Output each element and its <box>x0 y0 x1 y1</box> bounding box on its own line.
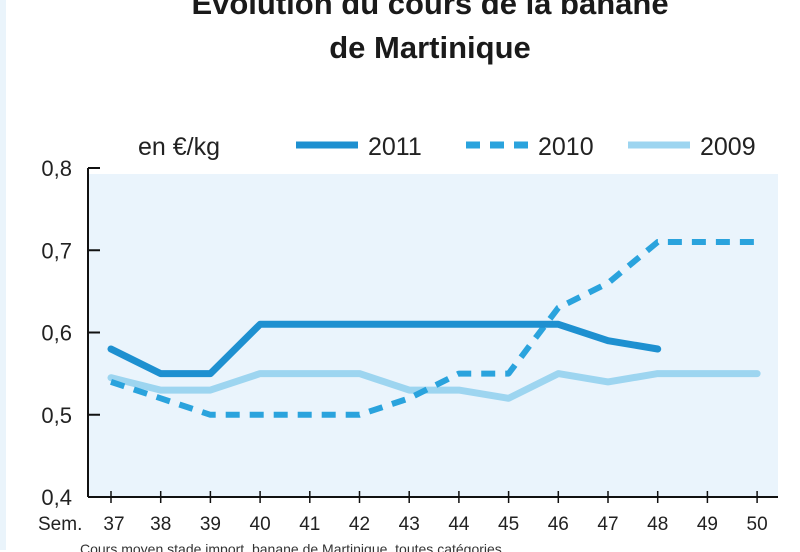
x-tick-label: 48 <box>647 514 668 535</box>
x-tick-label: 37 <box>103 514 124 535</box>
x-tick-label: 45 <box>498 514 519 535</box>
legend-label-2011: 2011 <box>368 133 422 161</box>
unit-label: en €/kg <box>138 133 220 161</box>
x-tick-label: 50 <box>747 514 768 535</box>
x-tick-label: 42 <box>349 514 370 535</box>
x-tick-label: 47 <box>597 514 618 535</box>
series-line-2009 <box>107 370 761 402</box>
x-tick-label: 44 <box>448 514 470 535</box>
plot-background <box>88 174 778 497</box>
x-tick-label: 40 <box>250 514 271 535</box>
y-tick-label: 0,5 <box>41 403 72 428</box>
x-tick-label: 49 <box>697 514 718 535</box>
x-tick-label: 38 <box>150 514 171 535</box>
legend-label-2010: 2010 <box>538 133 594 161</box>
x-tick-label: 43 <box>399 514 420 535</box>
chart-title-line1: Evolution du cours de la banane <box>191 0 669 21</box>
x-tick-label: 41 <box>299 514 320 535</box>
series-line-2011 <box>107 320 662 378</box>
series-line-2010 <box>110 239 758 418</box>
y-tick-label: 0,7 <box>41 238 72 263</box>
y-tick-label: 0,6 <box>41 321 72 346</box>
chart-footnote: Cours moyen stade import, banane de Mart… <box>80 541 502 552</box>
y-tick-label: 0,4 <box>41 485 72 510</box>
x-tick-label: 46 <box>548 514 569 535</box>
left-edge-strip <box>0 0 6 550</box>
y-tick-label: 0,8 <box>41 156 72 181</box>
x-tick-label: 39 <box>200 514 221 535</box>
chart-title-line2: de Martinique <box>329 30 531 65</box>
legend-label-2009: 2009 <box>700 133 756 161</box>
chart-title: Evolution du cours de la banane de Marti… <box>0 0 800 70</box>
x-axis-prefix-label: Sem. <box>38 514 82 535</box>
